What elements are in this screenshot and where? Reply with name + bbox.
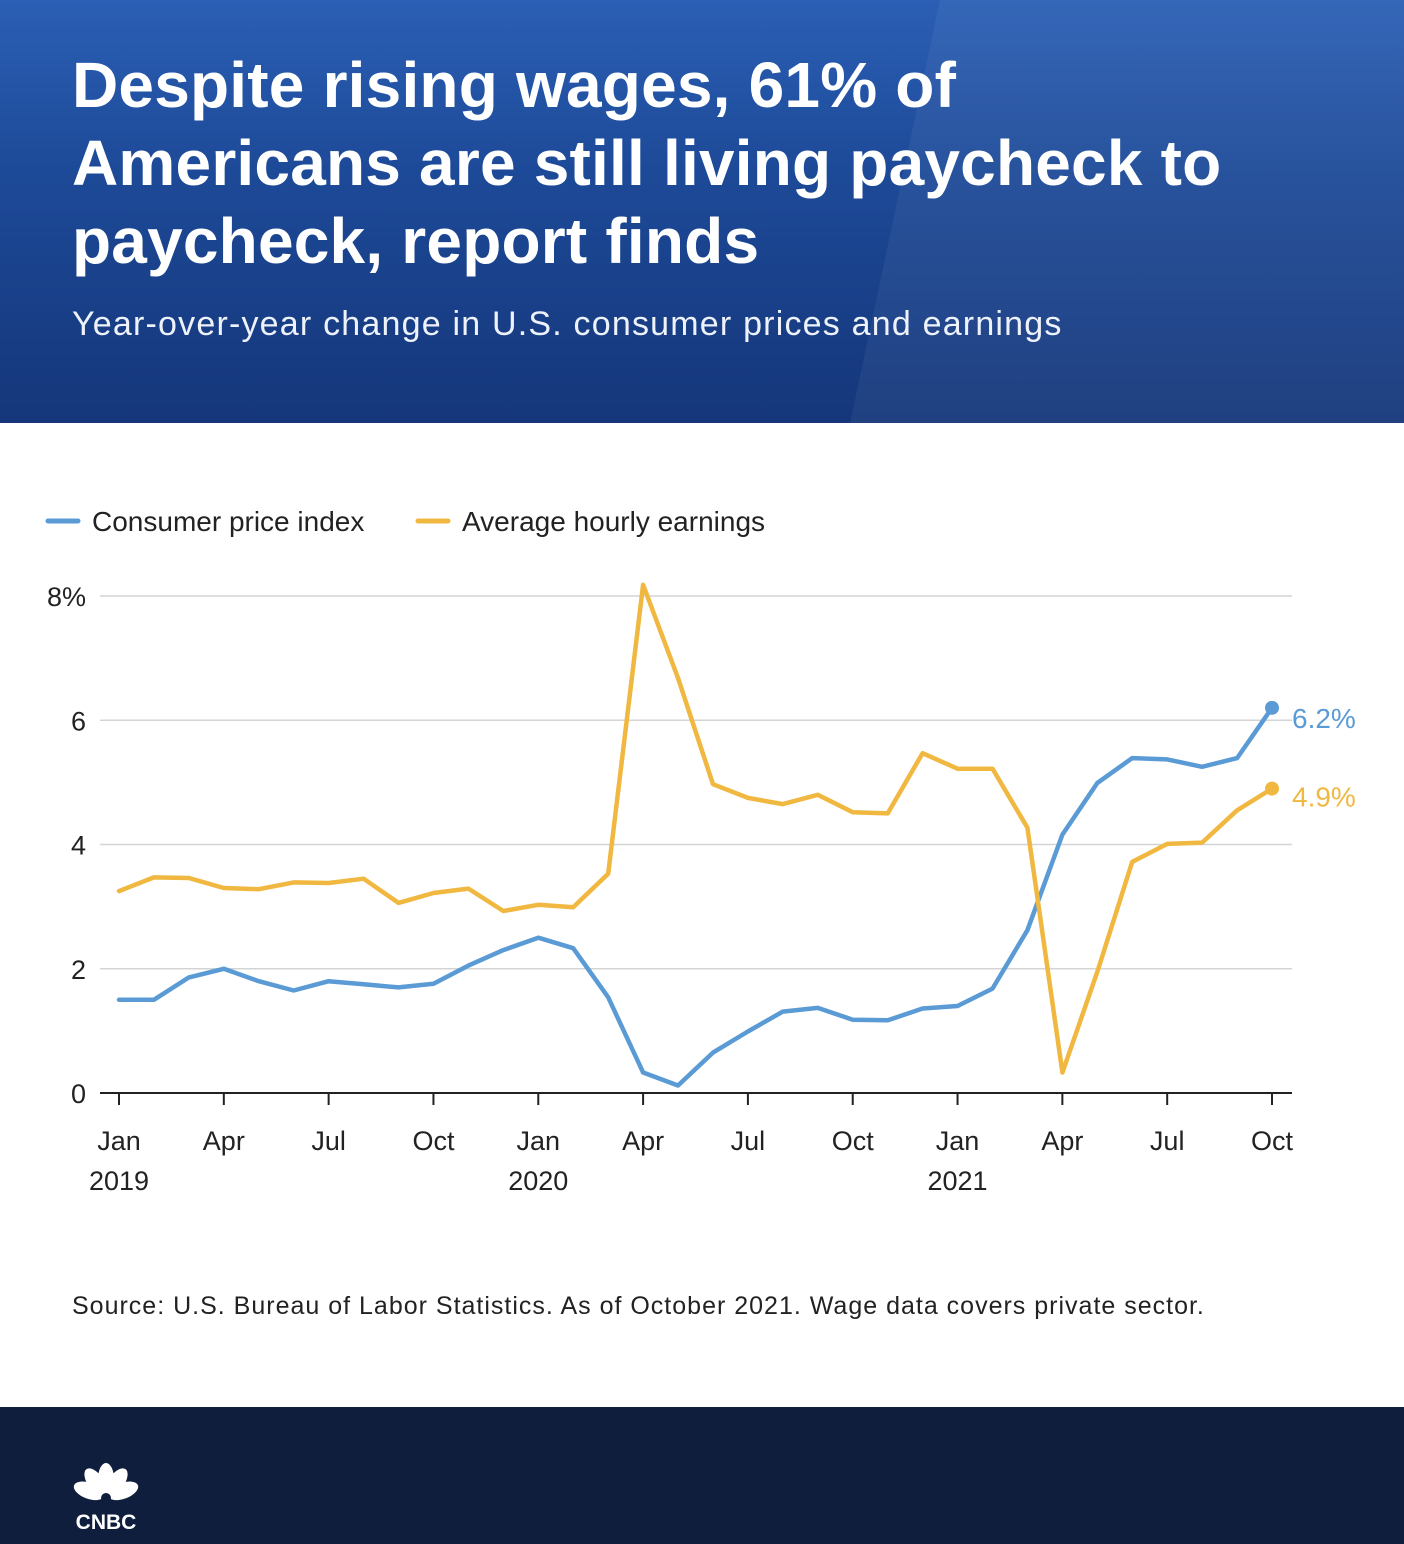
chart-subtitle: Year-over-year change in U.S. consumer p…: [72, 305, 1063, 343]
legend-label: Average hourly earnings: [462, 506, 765, 537]
header-banner: Despite rising wages, 61% of Americans a…: [0, 0, 1404, 423]
x-tick-label: Oct: [412, 1126, 455, 1156]
x-tick-label: Oct: [832, 1126, 875, 1156]
y-tick-label: 2: [71, 955, 86, 985]
x-tick-year-label: 2021: [928, 1166, 988, 1196]
footer-bar: CNBC: [0, 1407, 1404, 1544]
x-tick-label: Apr: [203, 1126, 245, 1156]
series-line: [116, 705, 1275, 1088]
line-chart: Consumer price index Average hourly earni…: [45, 506, 1356, 1196]
peacock-icon: [73, 1463, 139, 1503]
x-tick-year-label: 2020: [508, 1166, 568, 1196]
x-tick-label: Jul: [731, 1126, 766, 1156]
series-end-label: 4.9%: [1292, 782, 1356, 813]
series-end-label: 6.2%: [1292, 703, 1356, 734]
chart-title: Despite rising wages, 61% of Americans a…: [72, 49, 1222, 277]
y-axis: 0 2 4 6 8%: [47, 582, 86, 1109]
x-tick-year-label: 2019: [89, 1166, 149, 1196]
x-tick-label: Oct: [1251, 1126, 1294, 1156]
x-tick-label: Jul: [1150, 1126, 1185, 1156]
chart-legend: Consumer price index Average hourly earni…: [45, 506, 765, 537]
series-end-point: [1265, 781, 1279, 796]
x-tick-label: Apr: [1041, 1126, 1083, 1156]
x-tick-label: Apr: [622, 1126, 664, 1156]
x-tick-label: Jan: [97, 1126, 141, 1156]
chart-gridlines: [100, 595, 1292, 970]
legend-label: Consumer price index: [92, 506, 364, 537]
cnbc-logo: CNBC: [73, 1463, 139, 1532]
x-tick-label: Jan: [516, 1126, 560, 1156]
series-line: [116, 582, 1275, 1075]
chart-series: [116, 582, 1279, 1088]
cnbc-logo-text: CNBC: [76, 1511, 137, 1532]
y-tick-label: 8%: [47, 582, 86, 612]
end-labels: 6.2% 4.9%: [1292, 703, 1356, 813]
x-tick-label: Jul: [311, 1126, 346, 1156]
x-tick-label: Jan: [936, 1126, 980, 1156]
y-tick-label: 6: [71, 706, 86, 736]
y-tick-label: 0: [71, 1079, 86, 1109]
source-note: Source: U.S. Bureau of Labor Statistics.…: [72, 1292, 1205, 1320]
y-tick-label: 4: [71, 831, 86, 861]
x-axis: Jan 2019 Apr Jul Oct Jan 2020 Apr Jul Oct Jan 2021 A…: [89, 1092, 1294, 1196]
series-end-point: [1265, 700, 1279, 715]
